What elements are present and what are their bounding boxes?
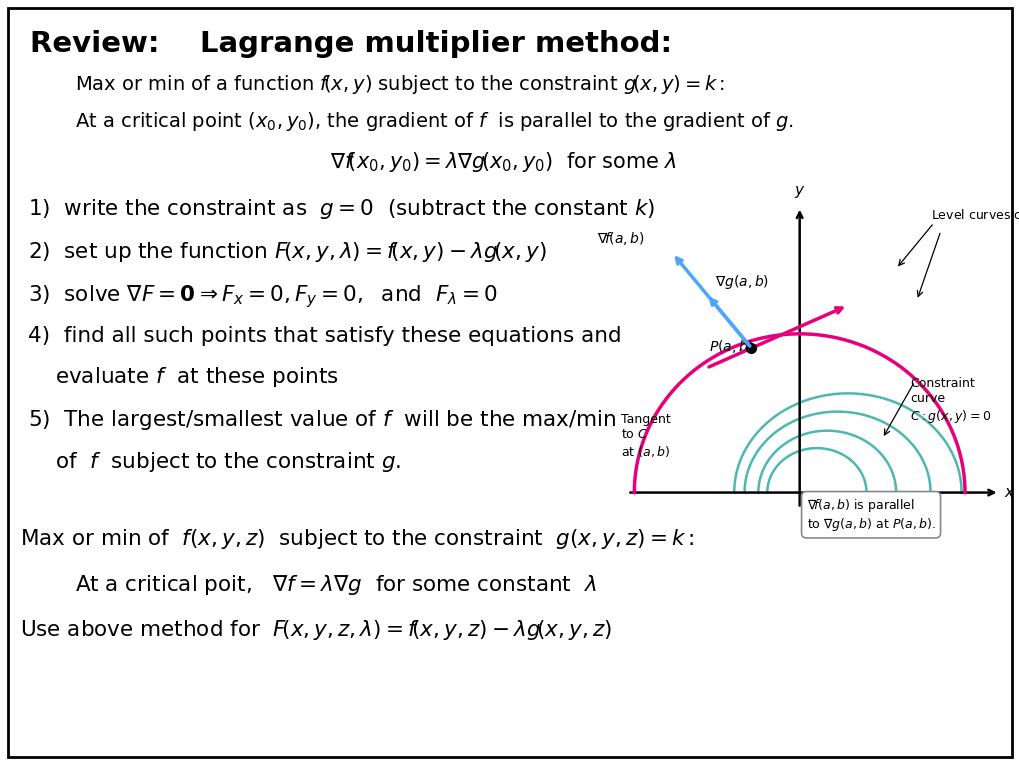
Text: 5)  The largest/smallest value of $f$  will be the max/min: 5) The largest/smallest value of $f$ wil… xyxy=(28,408,616,432)
Text: Max or min of a function $f\!\left(x,y\right)$ subject to the constraint $g\!\le: Max or min of a function $f\!\left(x,y\r… xyxy=(75,73,725,96)
Text: $P(a,b)$: $P(a,b)$ xyxy=(708,338,752,355)
Text: Level curves of $f$: Level curves of $f$ xyxy=(929,208,1019,223)
Text: Tangent
to $C$
at $(a,b)$: Tangent to $C$ at $(a,b)$ xyxy=(620,413,669,458)
Text: $x$: $x$ xyxy=(1004,485,1015,500)
Text: of  $f$  subject to the constraint $g$.: of $f$ subject to the constraint $g$. xyxy=(55,450,400,474)
Text: 4)  find all such points that satisfy these equations and: 4) find all such points that satisfy the… xyxy=(28,326,621,346)
Text: At a critical poit,   $\nabla f=\lambda\nabla g$  for some constant  $\lambda$: At a critical poit, $\nabla f=\lambda\na… xyxy=(75,573,596,597)
Text: Constraint
curve
$C: g(x,y)=0$: Constraint curve $C: g(x,y)=0$ xyxy=(909,377,990,425)
Text: $\nabla\!f(a,b)$: $\nabla\!f(a,b)$ xyxy=(596,230,644,247)
Text: At a critical point $\left(x_0,y_0\right)$, the gradient of $f$  is parallel to : At a critical point $\left(x_0,y_0\right… xyxy=(75,110,793,133)
Text: $\nabla\!f(a,b)$ is parallel
to $\nabla g(a,b)$ at $P(a,b)$.: $\nabla\!f(a,b)$ is parallel to $\nabla … xyxy=(806,496,934,533)
Text: 2)  set up the function $F\!\left(x,y,\lambda\right)=f\!\left(x,y\right)-\lambda: 2) set up the function $F\!\left(x,y,\la… xyxy=(28,240,546,264)
Text: Review:    Lagrange multiplier method:: Review: Lagrange multiplier method: xyxy=(30,30,672,58)
Text: evaluate $f$  at these points: evaluate $f$ at these points xyxy=(55,365,338,389)
Text: Use above method for  $F\!\left(x,y,z,\lambda\right)=f\!\left(x,y,z\right)-\lamb: Use above method for $F\!\left(x,y,z,\la… xyxy=(20,618,611,642)
Text: $y$: $y$ xyxy=(793,184,805,200)
Text: $\nabla g(a,b)$: $\nabla g(a,b)$ xyxy=(714,273,768,291)
Text: 3)  solve $\nabla F=\mathbf{0}\Rightarrow F_x=0, F_y=0,$  and  $F_\lambda=0$: 3) solve $\nabla F=\mathbf{0}\Rightarrow… xyxy=(28,283,497,310)
Text: 1)  write the constraint as  $g=0$  (subtract the constant $k$): 1) write the constraint as $g=0$ (subtra… xyxy=(28,197,654,221)
Text: Max or min of  $f(x,y,z)$  subject to the constraint  $g(x,y,z)=k\,$:: Max or min of $f(x,y,z)$ subject to the … xyxy=(20,527,694,551)
Text: $\nabla f\!\left(x_0,y_0\right)=\lambda\nabla g\!\left(x_0,y_0\right)$  for some: $\nabla f\!\left(x_0,y_0\right)=\lambda\… xyxy=(330,150,677,174)
